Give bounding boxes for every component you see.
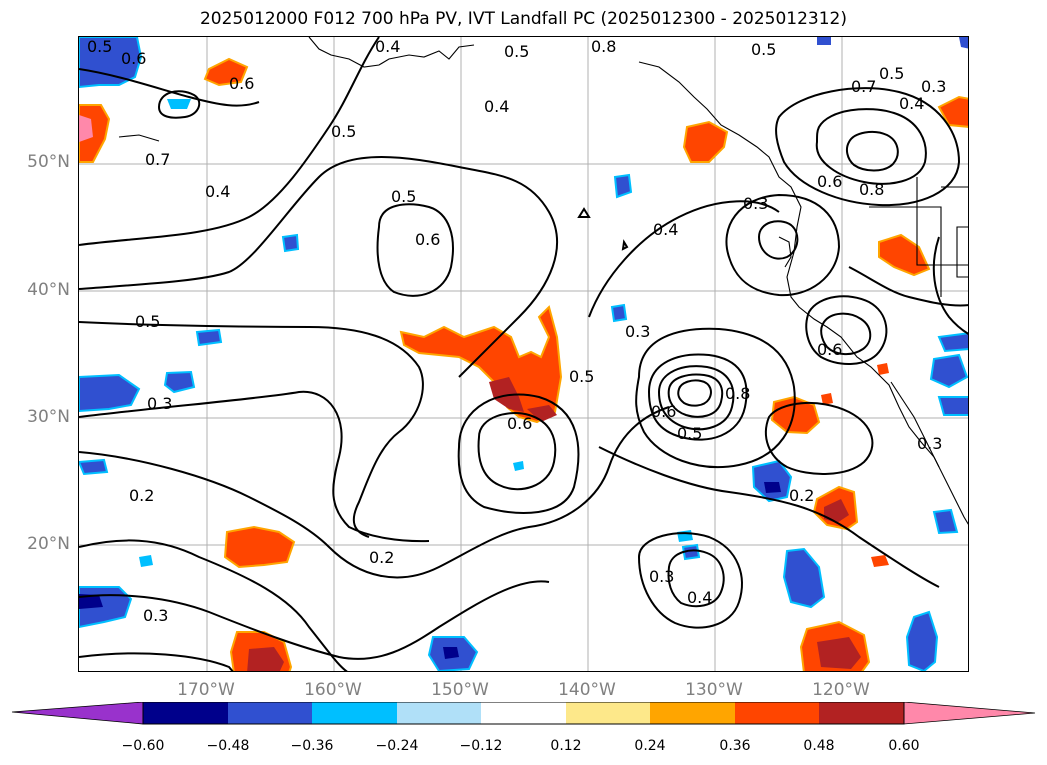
contour-label: 0.2 (129, 486, 154, 505)
contour-label: 0.4 (899, 94, 924, 113)
colorbar-tick: 0.12 (550, 738, 582, 754)
colorbar-bin (397, 702, 481, 724)
contour-label: 0.6 (229, 74, 254, 93)
contour-label: 0.3 (917, 434, 942, 453)
contour-label: 0.5 (331, 122, 356, 141)
colorbar-tick: 0.60 (888, 738, 920, 754)
contour-label: 0.4 (375, 37, 400, 56)
colorbar-underflow (11, 702, 144, 725)
colorbar-tick: −0.48 (206, 738, 250, 754)
negative-anomaly-fills (79, 37, 968, 671)
lon-label-130w: 130°W (685, 680, 743, 700)
contour-label: 0.4 (653, 220, 678, 239)
contour-label: 0.3 (143, 606, 168, 625)
contour-label: 0.4 (484, 97, 509, 116)
colorbar-bin (312, 702, 397, 724)
lat-label-30n: 30°N (27, 407, 70, 427)
colorbar-tick: 0.24 (634, 738, 666, 754)
colorbar-bin (228, 702, 312, 724)
contour-label: 0.8 (725, 384, 750, 403)
contour-label: 0.6 (507, 414, 532, 433)
contour-label: 0.6 (415, 230, 440, 249)
contour-label: 0.6 (817, 340, 842, 359)
coastlines (118, 37, 968, 525)
contour-label: 0.4 (687, 588, 712, 607)
contour-label: 0.5 (879, 64, 904, 83)
colorbar-overflow (903, 702, 1036, 725)
colorbar-bin (143, 702, 228, 724)
lat-label-50n: 50°N (27, 152, 70, 172)
contour-label: 0.5 (569, 367, 594, 386)
contour-label: 0.7 (851, 77, 876, 96)
colorbar (11, 702, 1036, 725)
colorbar-tick: −0.24 (375, 738, 419, 754)
lon-label-160w: 160°W (304, 680, 362, 700)
colorbar-tick: 0.36 (719, 738, 751, 754)
colorbar-bin (650, 702, 735, 724)
contour-label: 0.5 (751, 40, 776, 59)
contour-label: 0.7 (145, 150, 170, 169)
contour-label: 0.5 (391, 187, 416, 206)
contour-label: 0.5 (87, 37, 112, 56)
lon-label-140w: 140°W (558, 680, 616, 700)
pv-contours (79, 37, 968, 671)
positive-anomaly-fills (79, 57, 968, 671)
contour-labels: 0.5 0.6 0.6 0.7 0.4 0.5 0.4 0.5 0.6 0.5 … (87, 37, 946, 625)
contour-label: 0.5 (504, 42, 529, 61)
contour-label: 0.3 (625, 322, 650, 341)
contour-label: 0.6 (121, 49, 146, 68)
contour-label: 0.5 (135, 312, 160, 331)
lon-label-150w: 150°W (431, 680, 489, 700)
colorbar-bin (819, 702, 904, 724)
lat-label-20n: 20°N (27, 534, 70, 554)
colorbar-tick: −0.36 (290, 738, 334, 754)
map-svg: 0.5 0.6 0.6 0.7 0.4 0.5 0.4 0.5 0.6 0.5 … (79, 37, 968, 671)
contour-label: 0.3 (147, 394, 172, 413)
colorbar-tick: −0.60 (121, 738, 165, 754)
lon-label-170w: 170°W (177, 680, 235, 700)
contour-label: 0.2 (369, 548, 394, 567)
colorbar-tick: −0.12 (459, 738, 503, 754)
contour-label: 0.8 (591, 37, 616, 56)
contour-label: 0.3 (649, 567, 674, 586)
colorbar-bin (735, 702, 819, 724)
contour-label: 0.4 (205, 182, 230, 201)
contour-label: 0.8 (859, 180, 884, 199)
lon-label-120w: 120°W (812, 680, 870, 700)
contour-label: 0.5 (677, 424, 702, 443)
colorbar-bin (566, 702, 650, 724)
contour-label: 0.2 (789, 486, 814, 505)
lat-label-40n: 40°N (27, 280, 70, 300)
contour-label: 0.6 (817, 172, 842, 191)
contour-label: 0.3 (921, 77, 946, 96)
map-title: 2025012000 F012 700 hPa PV, IVT Landfall… (199, 9, 847, 29)
colorbar-tick: 0.48 (803, 738, 835, 754)
colorbar-bin (481, 702, 566, 724)
contour-label: 0.3 (743, 194, 768, 213)
map-panel: 0.5 0.6 0.6 0.7 0.4 0.5 0.4 0.5 0.6 0.5 … (78, 36, 969, 672)
contour-label: 0.6 (651, 402, 676, 421)
